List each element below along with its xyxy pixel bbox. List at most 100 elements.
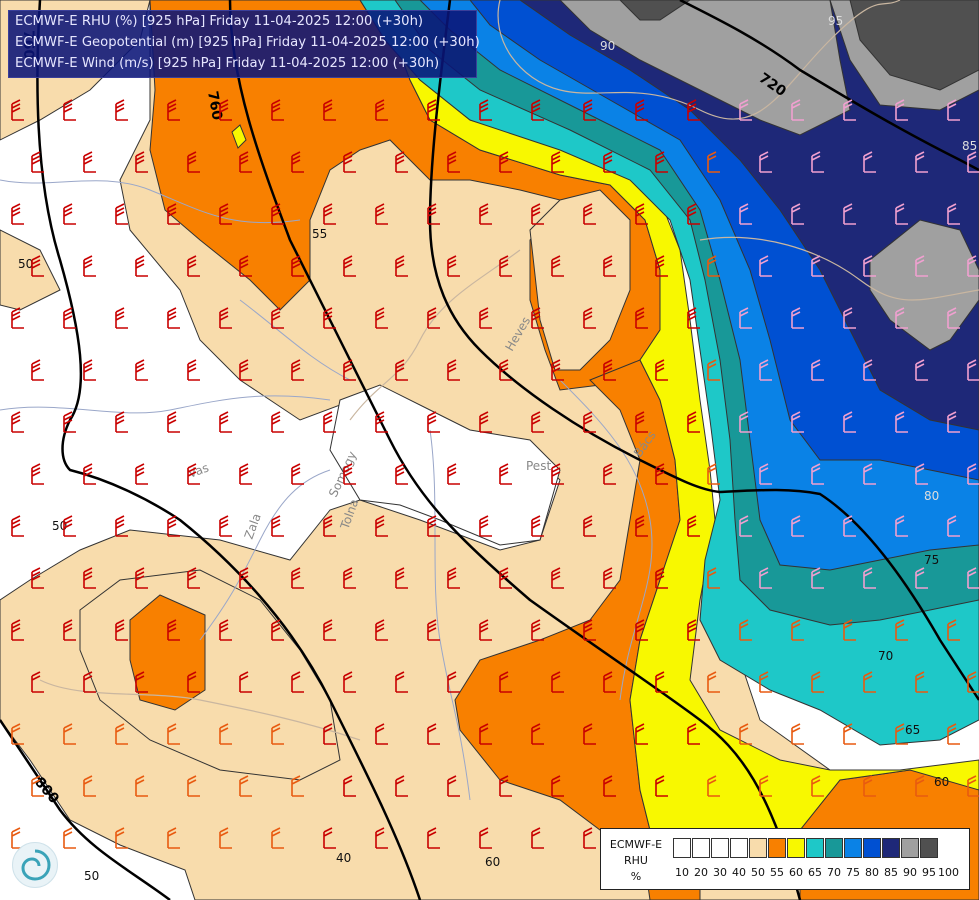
rhu-contour-label: 85 <box>962 139 977 153</box>
wind-barb <box>83 359 96 381</box>
wind-barb <box>531 203 544 225</box>
wind-barb <box>479 307 492 329</box>
wind-barb <box>167 619 180 641</box>
wind-barb <box>843 203 856 225</box>
wind-barb <box>291 567 304 589</box>
wind-barb <box>219 723 232 745</box>
wind-barb <box>499 775 512 797</box>
wind-barb <box>115 411 128 433</box>
wind-barb <box>323 99 336 121</box>
wind-barb <box>739 99 752 121</box>
wind-barb <box>427 203 440 225</box>
wind-barb <box>603 359 616 381</box>
wind-barb <box>395 463 408 485</box>
wind-barb <box>187 567 200 589</box>
legend-tick: 40 <box>732 866 746 879</box>
wind-barb <box>63 307 76 329</box>
wind-barb <box>895 203 908 225</box>
wind-barb <box>447 463 460 485</box>
wind-barb <box>375 619 388 641</box>
place-label: Pest <box>526 459 551 473</box>
wind-barb <box>271 515 284 537</box>
wind-barb <box>63 203 76 225</box>
wind-barb <box>655 671 668 693</box>
wind-barb <box>967 359 979 381</box>
wind-barb <box>947 619 960 641</box>
wind-barb <box>135 255 148 277</box>
wind-barb <box>551 255 564 277</box>
wind-barb <box>375 411 388 433</box>
wind-barb <box>291 255 304 277</box>
wind-barb <box>843 307 856 329</box>
wind-barb <box>323 307 336 329</box>
wind-barb <box>395 671 408 693</box>
wind-barb <box>239 359 252 381</box>
legend-tick: 30 <box>713 866 727 879</box>
rhu-contour-label: 60 <box>934 775 949 789</box>
wind-barb <box>947 307 960 329</box>
wind-barb <box>239 463 252 485</box>
legend-tick: 10 <box>675 866 689 879</box>
wind-barb <box>791 307 804 329</box>
wind-barb <box>115 99 128 121</box>
wind-barb <box>219 515 232 537</box>
wind-barb <box>603 255 616 277</box>
legend-tick: 90 <box>903 866 917 879</box>
wind-barb <box>759 775 772 797</box>
legend-tick: 70 <box>827 866 841 879</box>
wind-barb <box>843 99 856 121</box>
wind-barb <box>343 255 356 277</box>
wind-barb <box>531 619 544 641</box>
wind-barb <box>11 411 24 433</box>
rhu-band-55-pocket <box>529 189 631 371</box>
wind-barb <box>863 671 876 693</box>
rhu-band-90-east <box>869 219 979 351</box>
wind-barb <box>187 359 200 381</box>
wind-barb <box>11 99 24 121</box>
rhu-contour-label: 50 <box>52 519 67 533</box>
wind-barb <box>895 411 908 433</box>
wind-barb <box>31 463 44 485</box>
wind-barb <box>687 99 700 121</box>
wind-barb <box>187 151 200 173</box>
wind-barb <box>499 255 512 277</box>
wind-barb <box>343 775 356 797</box>
wind-barb <box>759 151 772 173</box>
wind-barb <box>687 723 700 745</box>
wind-barb <box>967 463 979 485</box>
wind-barb <box>479 99 492 121</box>
wind-barb <box>343 567 356 589</box>
wind-barb <box>655 567 668 589</box>
wind-barb <box>915 151 928 173</box>
wind-barb <box>499 671 512 693</box>
rhu-hole-pest <box>329 384 561 546</box>
wind-barb <box>811 463 824 485</box>
wind-barb <box>863 463 876 485</box>
wind-barb <box>915 463 928 485</box>
wind-barb <box>63 619 76 641</box>
wind-barb <box>707 775 720 797</box>
wind-barb <box>323 203 336 225</box>
title-rhu: ECMWF-E RHU (%) [925 hPa] Friday 11-04-2… <box>15 14 424 29</box>
wind-barb <box>635 619 648 641</box>
wind-barb <box>499 151 512 173</box>
wind-barb <box>739 619 752 641</box>
wind-barb <box>395 567 408 589</box>
wind-barb <box>239 151 252 173</box>
wind-barb <box>63 99 76 121</box>
wind-barb <box>167 515 180 537</box>
wind-barb <box>115 307 128 329</box>
wind-barb <box>791 619 804 641</box>
wind-barb <box>915 775 928 797</box>
legend-tick: 100 <box>938 866 959 879</box>
wind-barb <box>895 99 908 121</box>
wind-barb <box>31 151 44 173</box>
wind-barb <box>583 723 596 745</box>
wind-barb <box>843 619 856 641</box>
wind-barb <box>239 255 252 277</box>
rhu-contour-label: 70 <box>878 649 893 663</box>
wind-barb <box>499 463 512 485</box>
wind-barb <box>271 411 284 433</box>
wind-barb <box>427 411 440 433</box>
wind-barb <box>11 307 24 329</box>
